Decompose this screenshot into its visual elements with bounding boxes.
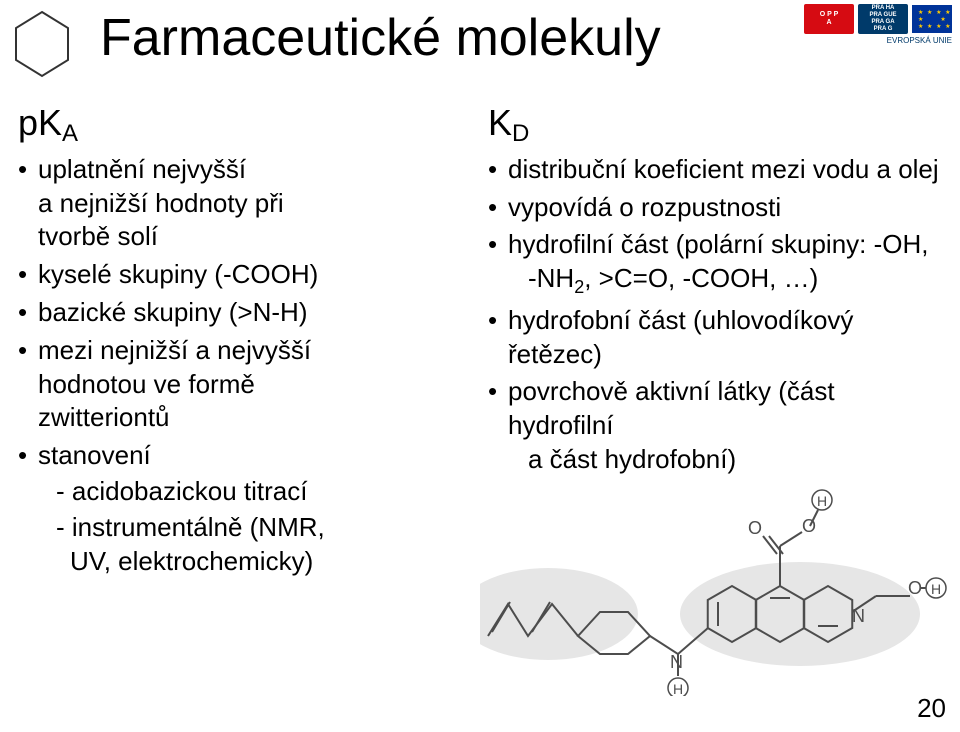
right-bullet-1: distribuční koeficient mezi vodu a olej: [488, 153, 942, 187]
left-bullet-1: uplatnění nejvyšší a nejnižší hodnoty př…: [18, 153, 472, 254]
svg-text:H: H: [931, 581, 941, 597]
oppa-text1: O P P: [820, 11, 839, 19]
kd-sub: D: [512, 120, 529, 147]
prague-t1: PRA HA: [872, 5, 895, 12]
svg-text:H: H: [673, 681, 683, 696]
lb1l3: tvorbě solí: [38, 221, 158, 251]
lb1l1: uplatnění nejvyšší: [38, 154, 246, 184]
pka-main: pK: [18, 102, 62, 143]
pka-heading: pKA: [18, 100, 472, 147]
right-bullet-4: hydrofobní část (uhlovodíkový řetězec): [488, 304, 942, 372]
eu-caption: EVROPSKÁ UNIE: [887, 36, 952, 45]
rb3l2-wrap: -NH2, >C=O, -COOH, …): [508, 263, 818, 293]
kd-main: K: [488, 102, 512, 143]
lb4l3: zwitteriontů: [38, 402, 170, 432]
svg-text:O: O: [748, 518, 762, 538]
lb1l2: a nejnižší hodnoty při: [38, 188, 284, 218]
left-bullet-2: kyselé skupiny (-COOH): [18, 258, 472, 292]
prague-t2: PRA GUE: [869, 12, 896, 19]
pka-sub: A: [62, 120, 78, 147]
right-bullet-3: hydrofilní část (polární skupiny: -OH, -…: [488, 228, 942, 299]
svg-text:N: N: [852, 606, 865, 626]
svg-text:H: H: [817, 493, 827, 509]
svg-text:O: O: [908, 578, 922, 598]
page-title: Farmaceutické molekuly: [100, 8, 661, 68]
left-sub-2: - instrumentálně (NMR, UV, elektrochemic…: [56, 511, 472, 579]
molecule-diagram: NHOOHNOH: [480, 436, 950, 696]
left-sub-1: - acidobazickou titrací: [56, 475, 472, 509]
kd-heading: KD: [488, 100, 942, 147]
lb4l2: hodnotou ve formě: [38, 369, 255, 399]
lb5s2l2: UV, elektrochemicky): [56, 546, 313, 576]
benzene-hex-icon: [12, 10, 72, 78]
svg-text:N: N: [670, 652, 683, 672]
rb5l1: povrchově aktivní látky (část hydrofilní: [508, 376, 835, 440]
left-bullet-3: bazické skupiny (>N-H): [18, 296, 472, 330]
prague-logo: PRA HA PRA GUE PRA GA PRA G: [858, 4, 908, 34]
right-bullet-2: vypovídá o rozpustnosti: [488, 191, 942, 225]
lb5: stanovení: [38, 440, 151, 470]
lb4l1: mezi nejnižší a nejvyšší: [38, 335, 311, 365]
left-bullet-5: stanovení - acidobazickou titrací - inst…: [18, 439, 472, 578]
page-number: 20: [917, 693, 946, 724]
oppa-text2: A: [826, 19, 831, 27]
rb3l1: hydrofilní část (polární skupiny: -OH,: [508, 229, 929, 259]
left-bullet-4: mezi nejnižší a nejvyšší hodnotou ve for…: [18, 334, 472, 435]
oppa-logo: O P P A: [804, 4, 854, 34]
eu-flag-logo: ★ ★ ★ ★★ ★★ ★ ★ ★: [912, 5, 952, 33]
left-column: pKA uplatnění nejvyšší a nejnižší hodnot…: [18, 100, 488, 582]
rb3l2a: -NH: [528, 263, 574, 293]
rb3l2b: , >C=O, -COOH, …): [584, 263, 818, 293]
prague-t3: PRA GA: [871, 19, 894, 26]
prague-t4: PRA G: [874, 26, 893, 33]
rb3l2sub: 2: [574, 277, 584, 297]
sponsor-logos: O P P A PRA HA PRA GUE PRA GA PRA G ★ ★ …: [804, 4, 952, 34]
eu-stars-icon: ★ ★ ★ ★★ ★★ ★ ★ ★: [918, 9, 952, 30]
lb5s2l1: - instrumentálně (NMR,: [56, 512, 325, 542]
